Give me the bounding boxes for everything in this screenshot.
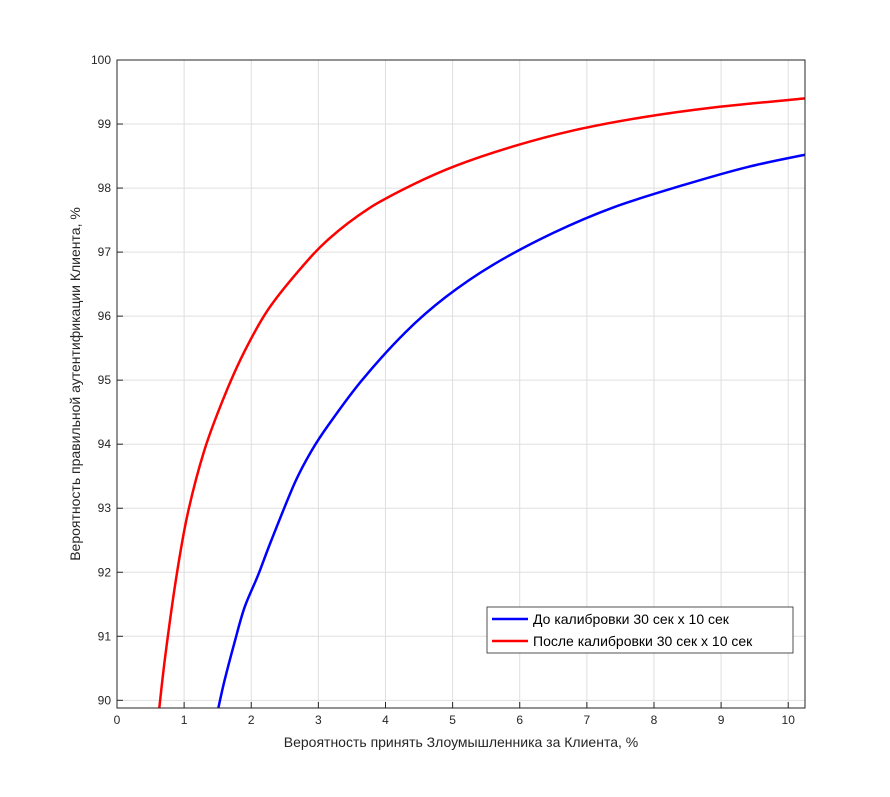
- x-tick-label: 3: [315, 713, 322, 727]
- y-tick-label: 93: [98, 501, 112, 515]
- x-tick-label: 5: [449, 713, 456, 727]
- plot-area: [117, 60, 805, 708]
- x-tick-label: 10: [782, 713, 796, 727]
- series-line-after-calibration: [158, 97, 806, 709]
- x-tick-label: 1: [181, 713, 188, 727]
- x-tick-label: 6: [516, 713, 523, 727]
- y-tick-label: 94: [98, 437, 112, 451]
- y-tick-label: 100: [91, 53, 111, 67]
- y-tick-label: 98: [98, 181, 112, 195]
- legend: До калибровки 30 сек x 10 сек После кали…: [486, 606, 794, 654]
- x-tick-label: 7: [584, 713, 591, 727]
- x-tick-label: 4: [382, 713, 389, 727]
- series-lines: [158, 97, 806, 709]
- legend-label-after: После калибровки 30 сек x 10 сек: [533, 633, 753, 649]
- y-tick-label: 91: [98, 629, 112, 643]
- y-tick-label: 90: [98, 693, 112, 707]
- y-ticks: 90 91 92 93 94 95 96 97 98 99 100: [91, 53, 123, 707]
- y-axis-label: Вероятность правильной аутентификации Кл…: [67, 207, 83, 561]
- y-tick-label: 95: [98, 373, 112, 387]
- x-tick-label: 2: [248, 713, 255, 727]
- x-tick-label: 0: [114, 713, 121, 727]
- grid: [117, 60, 805, 708]
- y-tick-label: 92: [98, 565, 112, 579]
- legend-label-before: До калибровки 30 сек x 10 сек: [533, 611, 730, 627]
- y-tick-label: 96: [98, 309, 112, 323]
- x-ticks: 0 1 2 3 4 5 6 7 8 9 10: [114, 702, 796, 727]
- series-line-before-calibration: [217, 153, 806, 709]
- x-tick-label: 9: [718, 713, 725, 727]
- x-axis-label: Вероятность принять Злоумышленника за Кл…: [284, 734, 638, 750]
- y-tick-label: 99: [98, 117, 112, 131]
- legend-box: [486, 606, 794, 654]
- plot-frame: [116, 59, 806, 709]
- x-tick-label: 8: [651, 713, 658, 727]
- y-tick-label: 97: [98, 245, 112, 259]
